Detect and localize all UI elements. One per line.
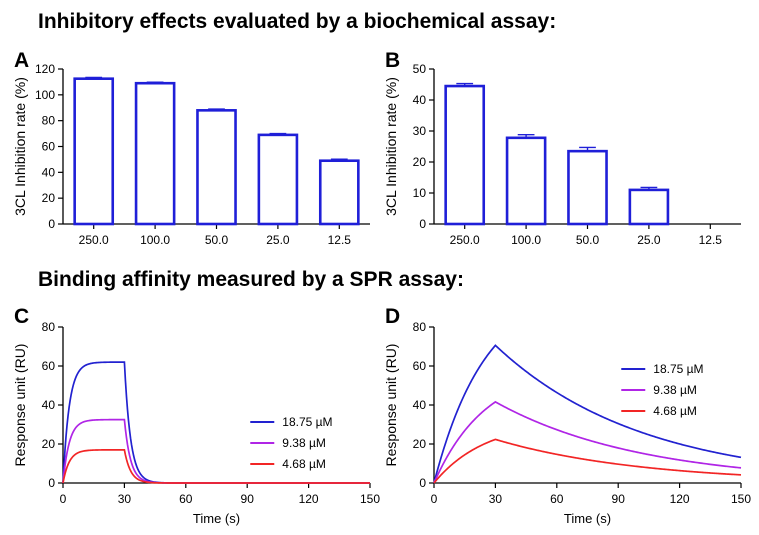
panel-c-x-tick-label: 150 — [360, 492, 380, 506]
panel-d-series-line — [433, 400, 742, 484]
panel-c-legend-label: 18.75 µM — [282, 415, 332, 429]
panel-a-bar — [257, 133, 299, 226]
panel-c-x-label: Time (s) — [193, 511, 240, 526]
panel-b-y-tick-label: 10 — [413, 186, 427, 200]
panel-a-x-tick-label: 250.0 — [79, 233, 109, 247]
panel-a-y-tick-label: 80 — [42, 114, 56, 128]
panel-c-y-tick-label: 0 — [48, 476, 55, 490]
panel-a-y-tick-label: 0 — [48, 217, 55, 231]
panel-d-series-line — [433, 438, 742, 484]
panel-b-bar — [444, 84, 486, 226]
panel-b-bar — [567, 149, 608, 226]
panel-c-y-tick-label: 40 — [42, 398, 56, 412]
panel-c-x-tick-label: 120 — [299, 492, 319, 506]
panel-d-legend-label: 9.38 µM — [653, 383, 697, 397]
panel-a-y-label: 3CL Inhibition rate (%) — [12, 77, 28, 216]
panel-b-y-label: 3CL Inhibition rate (%) — [383, 77, 399, 216]
panel-d-x-tick-label: 150 — [731, 492, 751, 506]
panel-c-x-tick-label: 0 — [60, 492, 67, 506]
panel-c-y-tick-label: 20 — [42, 437, 56, 451]
panel-d-y-tick-label: 60 — [413, 359, 427, 373]
panel-d-y-tick-label: 80 — [413, 320, 427, 334]
panel-a-y-tick-label: 120 — [35, 62, 55, 76]
top-heading: Inhibitory effects evaluated by a bioche… — [38, 10, 557, 33]
panel-d-legend-label: 18.75 µM — [653, 362, 703, 376]
panel-a-x-tick-label: 100.0 — [140, 233, 170, 247]
panel-d-x-tick-label: 120 — [670, 492, 690, 506]
panel-b-y-tick-label: 30 — [413, 124, 427, 138]
panel-d-x-tick-label: 0 — [431, 492, 438, 506]
panel-a-bar — [134, 81, 176, 226]
panel-b-bar — [505, 136, 547, 226]
panel-d-legend-label: 4.68 µM — [653, 404, 697, 418]
panel-c-y-tick-label: 80 — [42, 320, 56, 334]
panel-a-bar — [73, 77, 115, 226]
panel-b-x-tick-label: 100.0 — [511, 233, 541, 247]
panel-a-bar — [318, 159, 360, 226]
panel-b-y-tick-label: 50 — [413, 62, 427, 76]
panel-b-x-tick-label: 25.0 — [637, 233, 661, 247]
panel-d-x-tick-label: 60 — [550, 492, 564, 506]
panel-d-y-tick-label: 20 — [413, 437, 427, 451]
panel-b-y-tick-label: 0 — [419, 217, 426, 231]
panel-a-y-tick-label: 60 — [42, 140, 56, 154]
panel-c-x-tick-label: 60 — [179, 492, 193, 506]
panel-c-series-line — [62, 418, 370, 484]
panel-d-letter: D — [385, 305, 400, 328]
panel-a-x-tick-label: 25.0 — [266, 233, 290, 247]
panel-d-y-tick-label: 40 — [413, 398, 427, 412]
panel-c-letter: C — [14, 305, 29, 328]
panel-c-y-tick-label: 60 — [42, 359, 56, 373]
panel-b-y-tick-label: 20 — [413, 155, 427, 169]
panel-b-x-tick-label: 250.0 — [450, 233, 480, 247]
panel-d-series-line — [433, 344, 742, 484]
panel-c-x-tick-label: 90 — [241, 492, 255, 506]
panel-a-y-tick-label: 100 — [35, 88, 55, 102]
panel-a-bar — [196, 109, 237, 226]
panel-d-y-label: Response unit (RU) — [383, 344, 399, 467]
panel-b-letter: B — [385, 49, 400, 72]
panel-b-x-tick-label: 50.0 — [576, 233, 600, 247]
panel-d-x-tick-label: 90 — [612, 492, 626, 506]
panel-b-bar — [628, 188, 670, 226]
panel-c-series-line — [62, 449, 370, 484]
panel-c-x-tick-label: 30 — [118, 492, 132, 506]
panel-b-y-tick-label: 40 — [413, 93, 427, 107]
panel-c-y-label: Response unit (RU) — [12, 344, 28, 467]
panel-a-y-tick-label: 20 — [42, 191, 56, 205]
panel-a-y-tick-label: 40 — [42, 165, 56, 179]
panel-d-y-tick-label: 0 — [419, 476, 426, 490]
panel-a-x-tick-label: 12.5 — [328, 233, 352, 247]
panel-c-legend-label: 4.68 µM — [282, 457, 326, 471]
panel-b-x-tick-label: 12.5 — [699, 233, 723, 247]
panel-d-x-tick-label: 30 — [489, 492, 503, 506]
bottom-heading: Binding affinity measured by a SPR assay… — [38, 268, 464, 291]
panel-a-letter: A — [14, 49, 29, 72]
panel-d-x-label: Time (s) — [564, 511, 611, 526]
panel-a-x-tick-label: 50.0 — [205, 233, 229, 247]
panel-c-legend-label: 9.38 µM — [282, 436, 326, 450]
